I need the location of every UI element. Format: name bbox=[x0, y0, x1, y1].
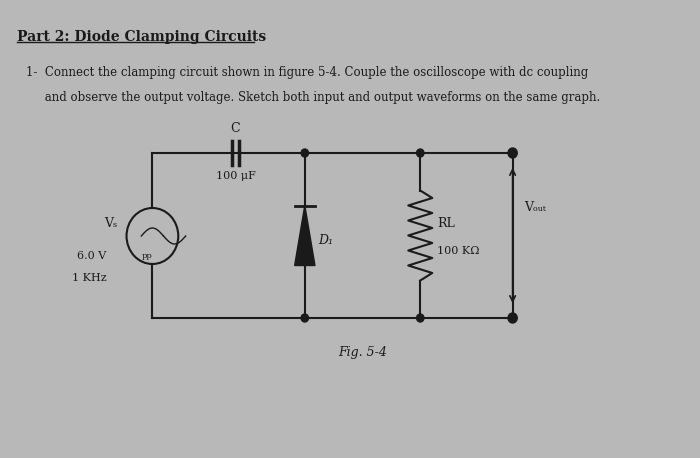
Text: Vₛ: Vₛ bbox=[104, 218, 118, 230]
Circle shape bbox=[416, 149, 424, 157]
Circle shape bbox=[508, 148, 517, 158]
Circle shape bbox=[416, 314, 424, 322]
Polygon shape bbox=[295, 206, 315, 266]
Text: Part 2: Diode Clamping Circuits: Part 2: Diode Clamping Circuits bbox=[17, 30, 266, 44]
Text: 6.0 V: 6.0 V bbox=[77, 251, 106, 261]
Text: 100 μF: 100 μF bbox=[216, 171, 256, 181]
Text: pp: pp bbox=[141, 252, 152, 260]
Circle shape bbox=[508, 313, 517, 323]
Text: Fig. 5-4: Fig. 5-4 bbox=[338, 346, 387, 359]
Circle shape bbox=[301, 314, 309, 322]
Text: 100 KΩ: 100 KΩ bbox=[437, 245, 480, 256]
Circle shape bbox=[301, 149, 309, 157]
Text: C: C bbox=[231, 122, 240, 135]
Text: Vₒᵤₜ: Vₒᵤₜ bbox=[524, 201, 545, 214]
Text: 1-  Connect the clamping circuit shown in figure 5-4. Couple the oscilloscope wi: 1- Connect the clamping circuit shown in… bbox=[26, 66, 588, 79]
Text: D₁: D₁ bbox=[318, 234, 334, 247]
Text: 1 KHz: 1 KHz bbox=[71, 273, 106, 283]
Text: and observe the output voltage. Sketch both input and output waveforms on the sa: and observe the output voltage. Sketch b… bbox=[26, 91, 600, 104]
Text: RL: RL bbox=[437, 217, 454, 230]
